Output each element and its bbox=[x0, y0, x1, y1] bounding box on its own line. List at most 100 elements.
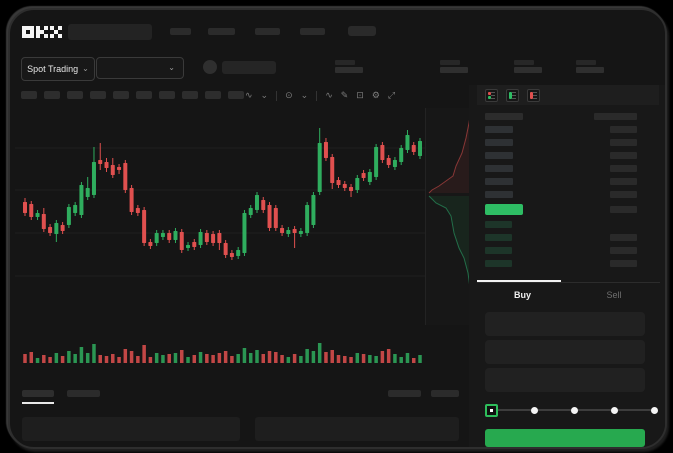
bid-row[interactable] bbox=[485, 234, 637, 241]
timeframe-button[interactable] bbox=[228, 91, 244, 99]
side-mark bbox=[509, 91, 512, 99]
timeframe-button[interactable] bbox=[159, 91, 175, 99]
timeframe-button[interactable] bbox=[205, 91, 221, 99]
ask-row[interactable] bbox=[485, 126, 637, 133]
ask-row[interactable] bbox=[485, 178, 637, 185]
ask-row[interactable] bbox=[485, 139, 637, 146]
pair-selector-dropdown[interactable]: ⌄ bbox=[96, 57, 184, 79]
orderbook-header[interactable] bbox=[485, 113, 637, 120]
coin-avatar bbox=[203, 60, 217, 74]
okx-logo bbox=[22, 26, 62, 38]
chevron-down-icon: ⌄ bbox=[82, 64, 89, 73]
bid-mark bbox=[488, 95, 491, 99]
row-line bbox=[491, 91, 495, 93]
slider-step-dot[interactable] bbox=[531, 406, 538, 414]
orderbook-view-toggles bbox=[477, 85, 659, 105]
line-tool-icon[interactable]: ∿ bbox=[325, 90, 333, 100]
amount-placeholder bbox=[610, 126, 637, 133]
timeframe-button[interactable] bbox=[67, 91, 83, 99]
bottom-tab-right[interactable] bbox=[388, 390, 421, 397]
amount-placeholder bbox=[610, 139, 637, 146]
timeframe-button[interactable] bbox=[44, 91, 60, 99]
bottom-panel-placeholder bbox=[255, 417, 459, 441]
price-placeholder bbox=[485, 221, 512, 228]
nav-item-placeholder[interactable] bbox=[300, 28, 325, 35]
book-bids-view-icon[interactable] bbox=[506, 88, 519, 102]
row-line bbox=[491, 97, 495, 99]
ask-row[interactable] bbox=[485, 152, 637, 159]
row-line bbox=[512, 97, 516, 99]
timeframe-button[interactable] bbox=[113, 91, 129, 99]
amount-placeholder bbox=[610, 191, 637, 198]
tabbar-divider bbox=[477, 282, 660, 283]
bid-row[interactable] bbox=[485, 260, 637, 267]
timeframe-button[interactable] bbox=[136, 91, 152, 99]
slider-step-dot[interactable] bbox=[611, 406, 618, 414]
market-stat bbox=[576, 60, 604, 73]
depth-chart-panel bbox=[425, 108, 476, 325]
order-form bbox=[485, 312, 645, 396]
app-window: Spot Trading ⌄ ⌄ ∿ ⌄ ⊙ ⌄ ∿ ✎ ⊡ ⚙ ⤢ Buy Sell bbox=[8, 8, 667, 449]
order-input-field[interactable] bbox=[485, 368, 645, 392]
amount-slider[interactable] bbox=[485, 403, 658, 417]
search-input[interactable] bbox=[68, 24, 152, 40]
nav-item-placeholder[interactable] bbox=[208, 28, 235, 35]
active-tab-indicator bbox=[477, 280, 561, 282]
nav-item-placeholder[interactable] bbox=[170, 28, 191, 35]
chart-tools: ∿ ⌄ ⊙ ⌄ ∿ ✎ ⊡ ⚙ ⤢ bbox=[245, 90, 395, 101]
book-asks-view-icon[interactable] bbox=[527, 88, 540, 102]
header-action-button[interactable] bbox=[348, 26, 376, 36]
indicator-chevron-icon[interactable]: ⌄ bbox=[300, 90, 309, 100]
draw-tool-icon[interactable]: ✎ bbox=[340, 90, 349, 100]
settings-icon[interactable]: ⚙ bbox=[371, 90, 380, 100]
bottom-tab-right[interactable] bbox=[431, 390, 459, 397]
bid-row[interactable] bbox=[485, 247, 637, 254]
chart-style-icon[interactable]: ∿ bbox=[245, 90, 253, 100]
bottom-tab-active[interactable] bbox=[22, 390, 54, 397]
bottom-tab[interactable] bbox=[67, 390, 100, 397]
tab-buy[interactable]: Buy bbox=[513, 290, 531, 300]
timeframe-button[interactable] bbox=[21, 91, 37, 99]
amount-placeholder bbox=[610, 234, 637, 241]
bid-row[interactable] bbox=[485, 221, 637, 228]
amount-placeholder bbox=[610, 206, 637, 213]
ask-row[interactable] bbox=[485, 165, 637, 172]
order-book bbox=[485, 113, 637, 273]
ask-row[interactable] bbox=[485, 191, 637, 198]
price-placeholder bbox=[485, 247, 512, 254]
active-tab-underline bbox=[22, 402, 54, 404]
amount-placeholder bbox=[610, 152, 637, 159]
timeframe-button[interactable] bbox=[90, 91, 106, 99]
candlestick-chart[interactable] bbox=[15, 105, 462, 370]
chart-style-chevron-icon[interactable]: ⌄ bbox=[260, 90, 269, 100]
market-stat bbox=[514, 60, 542, 73]
row-line bbox=[533, 94, 537, 96]
order-input-field[interactable] bbox=[485, 312, 645, 336]
row-line bbox=[491, 94, 495, 96]
market-type-dropdown[interactable]: Spot Trading ⌄ bbox=[21, 57, 95, 81]
order-input-field[interactable] bbox=[485, 340, 645, 364]
toolbar-divider bbox=[276, 90, 278, 101]
tab-sell[interactable]: Sell bbox=[606, 290, 622, 300]
amount-placeholder bbox=[610, 178, 637, 185]
price-placeholder bbox=[485, 113, 523, 120]
nav-item-placeholder[interactable] bbox=[255, 28, 280, 35]
price-placeholder bbox=[485, 191, 513, 198]
fullscreen-icon[interactable]: ⤢ bbox=[387, 90, 396, 100]
price-placeholder bbox=[485, 234, 512, 241]
slider-handle[interactable] bbox=[485, 403, 498, 417]
slider-step-dot[interactable] bbox=[651, 406, 658, 414]
market-stat bbox=[440, 60, 468, 73]
buy-submit-button[interactable] bbox=[485, 429, 645, 447]
indicator-icon[interactable]: ⊙ bbox=[285, 90, 293, 100]
book-split-view-icon[interactable] bbox=[485, 88, 498, 102]
last-price-row[interactable] bbox=[485, 204, 637, 215]
slider-step-dot[interactable] bbox=[571, 406, 578, 414]
price-placeholder bbox=[485, 260, 512, 267]
screenshot-icon[interactable]: ⊡ bbox=[356, 90, 364, 100]
pair-name-placeholder bbox=[222, 61, 276, 74]
amount-placeholder bbox=[610, 247, 637, 254]
row-line bbox=[512, 94, 516, 96]
timeframe-button[interactable] bbox=[182, 91, 198, 99]
